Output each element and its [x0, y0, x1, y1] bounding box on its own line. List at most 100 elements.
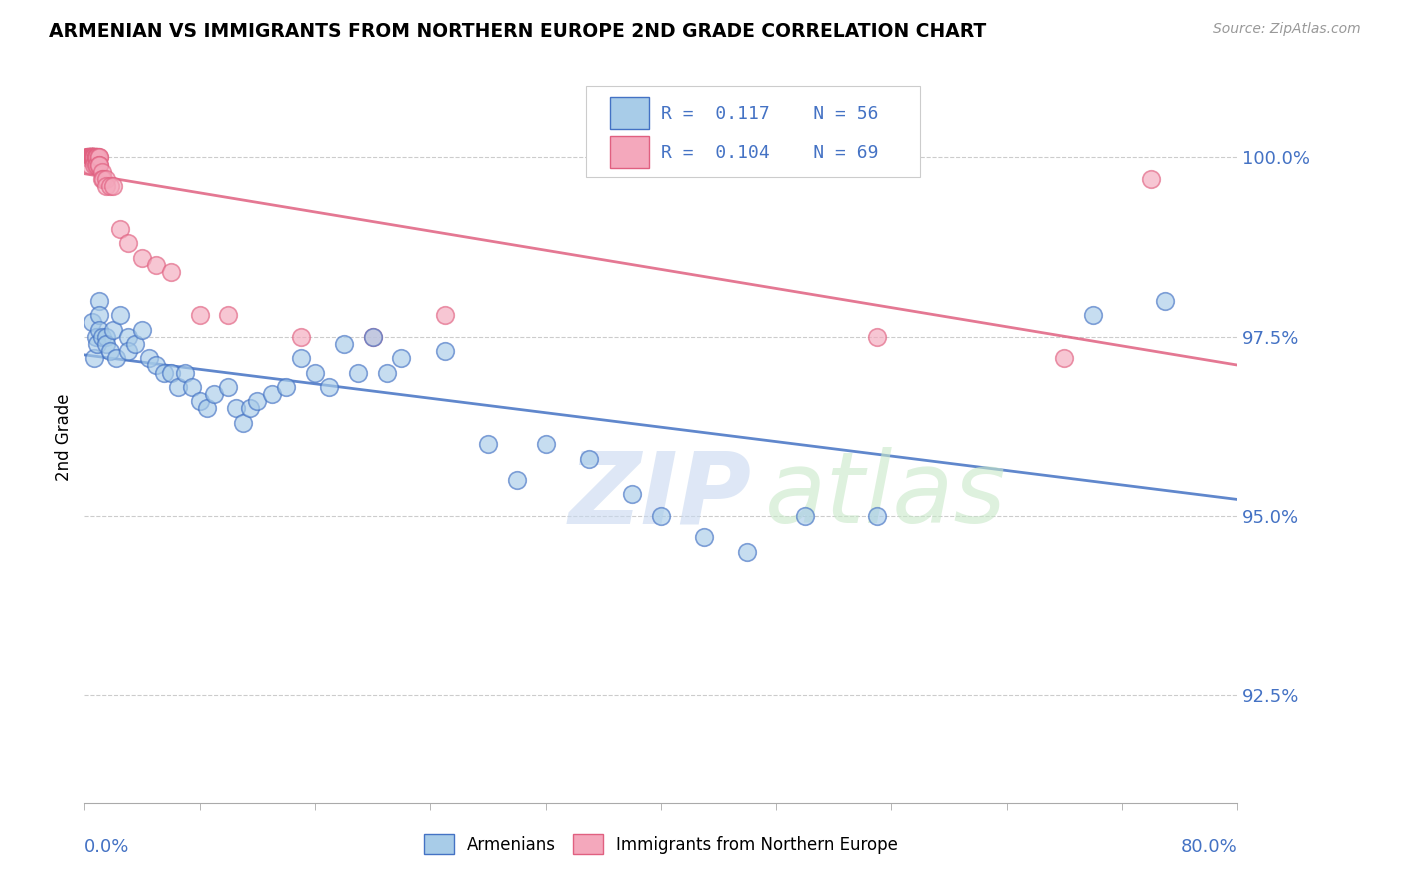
Point — [77, 150, 100, 164]
Point — [84, 150, 107, 164]
Point — [650, 508, 672, 523]
Point — [83, 150, 105, 164]
Text: ZIP: ZIP — [568, 447, 752, 544]
Point — [145, 359, 167, 373]
Point — [80, 150, 103, 164]
Point — [318, 380, 340, 394]
Point — [94, 179, 117, 194]
Point — [77, 150, 100, 164]
Point — [391, 351, 413, 366]
Point — [375, 366, 398, 380]
Point — [145, 258, 167, 272]
Point — [260, 387, 283, 401]
Point — [91, 172, 114, 186]
Point — [103, 322, 124, 336]
Point — [534, 437, 557, 451]
Point — [110, 308, 132, 322]
Point — [80, 150, 103, 164]
Point — [131, 322, 153, 336]
Point — [117, 329, 139, 343]
Point — [304, 366, 326, 380]
Point — [181, 380, 204, 394]
Point — [83, 351, 105, 366]
Point — [361, 329, 384, 343]
Point — [82, 150, 104, 164]
FancyBboxPatch shape — [610, 136, 650, 168]
Text: Source: ZipAtlas.com: Source: ZipAtlas.com — [1213, 22, 1361, 37]
Point — [98, 179, 121, 194]
Point — [87, 293, 110, 308]
Text: 80.0%: 80.0% — [1181, 838, 1237, 855]
Point — [87, 150, 110, 164]
Point — [866, 508, 889, 523]
Point — [83, 150, 105, 164]
Point — [174, 366, 197, 380]
Point — [87, 150, 110, 164]
Point — [188, 394, 211, 409]
Point — [79, 150, 101, 164]
Point — [578, 451, 600, 466]
Point — [77, 150, 100, 164]
Point — [290, 329, 312, 343]
Point — [276, 380, 298, 394]
Point — [794, 508, 817, 523]
Point — [86, 150, 108, 164]
Point — [79, 158, 101, 172]
Point — [160, 265, 183, 279]
Point — [347, 366, 370, 380]
Point — [188, 308, 211, 322]
Point — [1154, 293, 1177, 308]
Point — [83, 150, 105, 164]
Point — [87, 322, 110, 336]
Point — [83, 150, 105, 164]
Point — [117, 344, 139, 359]
Point — [94, 172, 117, 186]
Point — [433, 308, 456, 322]
Point — [90, 329, 112, 343]
Point — [246, 394, 269, 409]
Point — [83, 150, 105, 164]
Legend: Armenians, Immigrants from Northern Europe: Armenians, Immigrants from Northern Euro… — [418, 828, 904, 860]
Point — [76, 150, 98, 164]
FancyBboxPatch shape — [586, 86, 921, 178]
Text: atlas: atlas — [765, 447, 1007, 544]
Point — [160, 366, 183, 380]
Point — [103, 179, 124, 194]
Point — [77, 150, 100, 164]
Point — [433, 344, 456, 359]
Point — [290, 351, 312, 366]
Point — [693, 531, 716, 545]
Point — [361, 329, 384, 343]
Point — [131, 251, 153, 265]
Y-axis label: 2nd Grade: 2nd Grade — [55, 393, 73, 481]
Point — [80, 315, 103, 329]
Point — [76, 150, 98, 164]
Point — [84, 329, 107, 343]
Text: ARMENIAN VS IMMIGRANTS FROM NORTHERN EUROPE 2ND GRADE CORRELATION CHART: ARMENIAN VS IMMIGRANTS FROM NORTHERN EUR… — [49, 22, 987, 41]
Point — [90, 172, 112, 186]
Point — [80, 150, 103, 164]
Point — [80, 150, 103, 164]
Point — [87, 308, 110, 322]
Point — [152, 366, 174, 380]
Point — [333, 336, 356, 351]
Point — [138, 351, 160, 366]
Point — [232, 416, 254, 430]
Point — [79, 150, 101, 164]
Point — [83, 150, 105, 164]
Point — [82, 150, 104, 164]
Point — [737, 545, 759, 559]
Point — [80, 150, 103, 164]
Point — [124, 336, 146, 351]
Point — [79, 150, 101, 164]
Point — [86, 336, 108, 351]
Point — [94, 329, 117, 343]
Point — [110, 222, 132, 236]
Point — [79, 150, 101, 164]
Point — [105, 351, 128, 366]
Point — [84, 158, 107, 172]
Point — [621, 487, 644, 501]
Point — [506, 473, 529, 487]
Point — [87, 158, 110, 172]
Point — [80, 150, 103, 164]
